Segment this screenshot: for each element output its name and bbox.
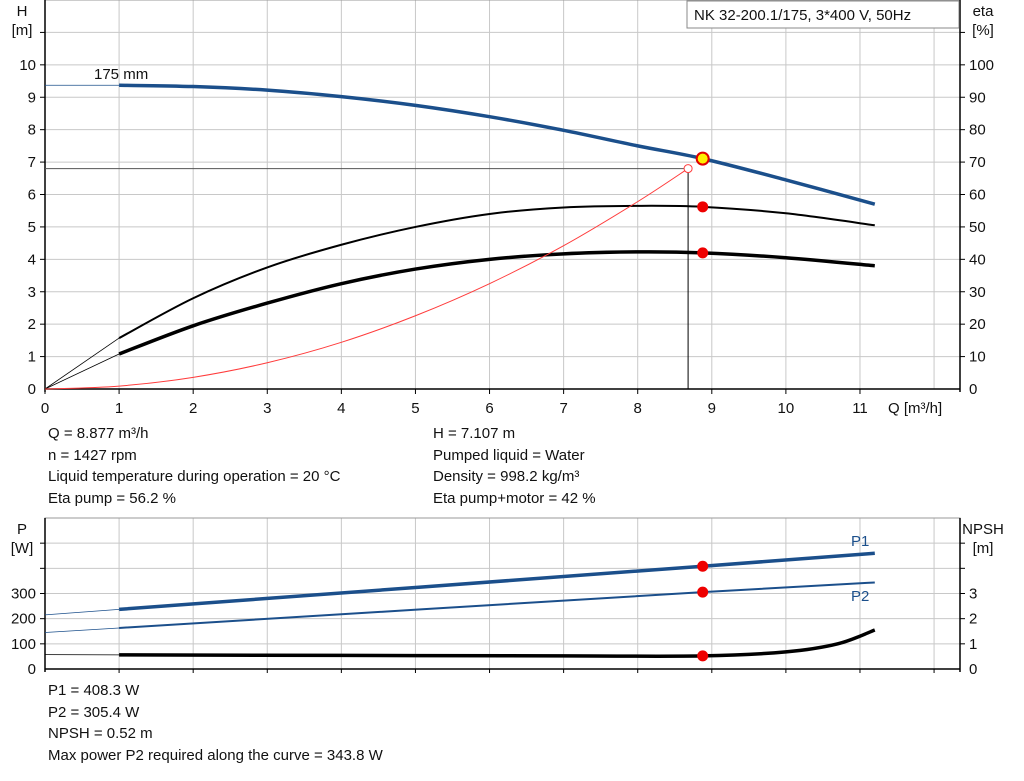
npsh-marker	[697, 650, 709, 662]
chart-title: NK 32-200.1/175, 3*400 V, 50Hz	[694, 7, 911, 24]
info-p2: P2 = 305.4 W	[48, 703, 140, 721]
y-tick-label-right: 3	[969, 586, 977, 603]
y-tick-label-left: 9	[28, 89, 36, 106]
y-tick-label-right: 60	[969, 187, 986, 204]
y-tick-label-right: 100	[969, 57, 994, 74]
series-label-p2: P2	[851, 588, 869, 605]
curve-p1	[118, 551, 875, 612]
info-max-p2: Max power P2 required along the curve = …	[48, 746, 383, 764]
info-q: Q = 8.877 m³/h	[48, 425, 149, 442]
info-top-left: Q = 8.877 m³/h n = 1427 rpm Liquid tempe…	[48, 423, 340, 509]
y-tick-label-left: 300	[11, 586, 36, 603]
y-tick-label-left: 3	[28, 284, 36, 301]
info-bottom: P1 = 408.3 W P2 = 305.4 W NPSH = 0.52 m …	[48, 680, 383, 766]
y-tick-label-left: 5	[28, 219, 36, 236]
y-tick-label-left: 8	[28, 122, 36, 139]
y-axis-title-right: eta	[973, 3, 995, 20]
y-tick-label-right: 50	[969, 219, 986, 236]
y-tick-label-left: 1	[28, 349, 36, 366]
system-point-marker	[683, 164, 693, 174]
y-axis-unit-left: [W]	[11, 540, 34, 557]
curve-label: 175 mm	[94, 66, 148, 83]
y-axis-title-right: NPSH	[962, 521, 1004, 538]
x-tick-label: 0	[41, 400, 49, 417]
y-tick-label-right: 70	[969, 154, 986, 171]
eta-pump-marker	[697, 201, 709, 213]
x-tick-label: 9	[708, 400, 716, 417]
y-tick-label-right: 2	[969, 611, 977, 628]
x-tick-label: 3	[263, 400, 271, 417]
title-box	[686, 0, 960, 29]
info-h: H = 7.107 m	[433, 425, 516, 442]
x-tick-label: 7	[559, 400, 567, 417]
curve-system-curve	[44, 168, 689, 390]
curve-extension	[44, 608, 120, 616]
y-axis-unit-right: [%]	[972, 22, 994, 39]
x-tick-label: 11	[852, 400, 868, 417]
info-npsh: NPSH = 0.52 m	[48, 725, 153, 742]
y-tick-label-left: 0	[28, 381, 36, 398]
x-tick-label: 4	[337, 400, 345, 417]
info-eta-pump: Eta pump = 56.2 %	[48, 489, 176, 507]
x-tick-label: 10	[778, 400, 795, 417]
p2-marker	[697, 586, 709, 598]
y-axis-unit-left: [m]	[12, 22, 33, 39]
y-tick-label-right: 90	[969, 89, 986, 106]
y-tick-label-left: 2	[28, 316, 36, 333]
x-tick-label: 8	[634, 400, 642, 417]
y-axis-title-left: H	[17, 3, 28, 20]
y-tick-label-right: 0	[969, 661, 977, 678]
y-tick-label-left: 4	[28, 251, 36, 268]
y-tick-label-left: 100	[11, 636, 36, 653]
curve-eta-pump	[118, 204, 875, 339]
eta-pump-motor-marker	[697, 247, 709, 259]
curve-eta-pump-motor	[118, 250, 875, 356]
y-tick-label-left: 10	[19, 57, 36, 74]
curve-extension	[44, 353, 120, 390]
y-tick-label-right: 30	[969, 284, 986, 301]
y-tick-label-right: 40	[969, 251, 986, 268]
series-label-p1: P1	[851, 533, 869, 550]
y-tick-label-right: 1	[969, 636, 977, 653]
curve-175-mm	[119, 83, 876, 206]
info-top-right: H = 7.107 m Pumped liquid = Water Densit…	[433, 423, 596, 509]
info-speed: n = 1427 rpm	[48, 446, 137, 464]
x-axis-title: Q [m³/h]	[888, 400, 942, 417]
duty-point-marker	[695, 151, 710, 166]
info-liquid: Pumped liquid = Water	[433, 446, 585, 464]
info-p1: P1 = 408.3 W	[48, 682, 140, 699]
info-temperature: Liquid temperature during operation = 20…	[48, 468, 341, 485]
curve-extension	[44, 627, 120, 633]
y-tick-label-left: 0	[28, 661, 36, 678]
p1-marker	[697, 560, 709, 572]
x-tick-label: 5	[411, 400, 419, 417]
y-tick-label-left: 200	[11, 611, 36, 628]
x-tick-label: 6	[485, 400, 493, 417]
y-tick-label-right: 0	[969, 381, 977, 398]
y-tick-label-left: 6	[28, 187, 36, 204]
y-tick-label-right: 80	[969, 122, 986, 139]
curve-extension	[44, 337, 120, 390]
y-tick-label-right: 10	[969, 349, 986, 366]
y-axis-unit-right: [m]	[973, 540, 994, 557]
curve-p2	[119, 581, 875, 629]
y-axis-title-left: P	[17, 521, 27, 538]
info-density: Density = 998.2 kg/m³	[433, 468, 580, 485]
x-tick-label: 2	[189, 400, 197, 417]
curve-npsh	[119, 628, 876, 658]
info-eta-pump-motor: Eta pump+motor = 42 %	[433, 489, 596, 507]
y-tick-label-left: 7	[28, 154, 36, 171]
y-tick-label-right: 20	[969, 316, 986, 333]
x-tick-label: 1	[115, 400, 123, 417]
